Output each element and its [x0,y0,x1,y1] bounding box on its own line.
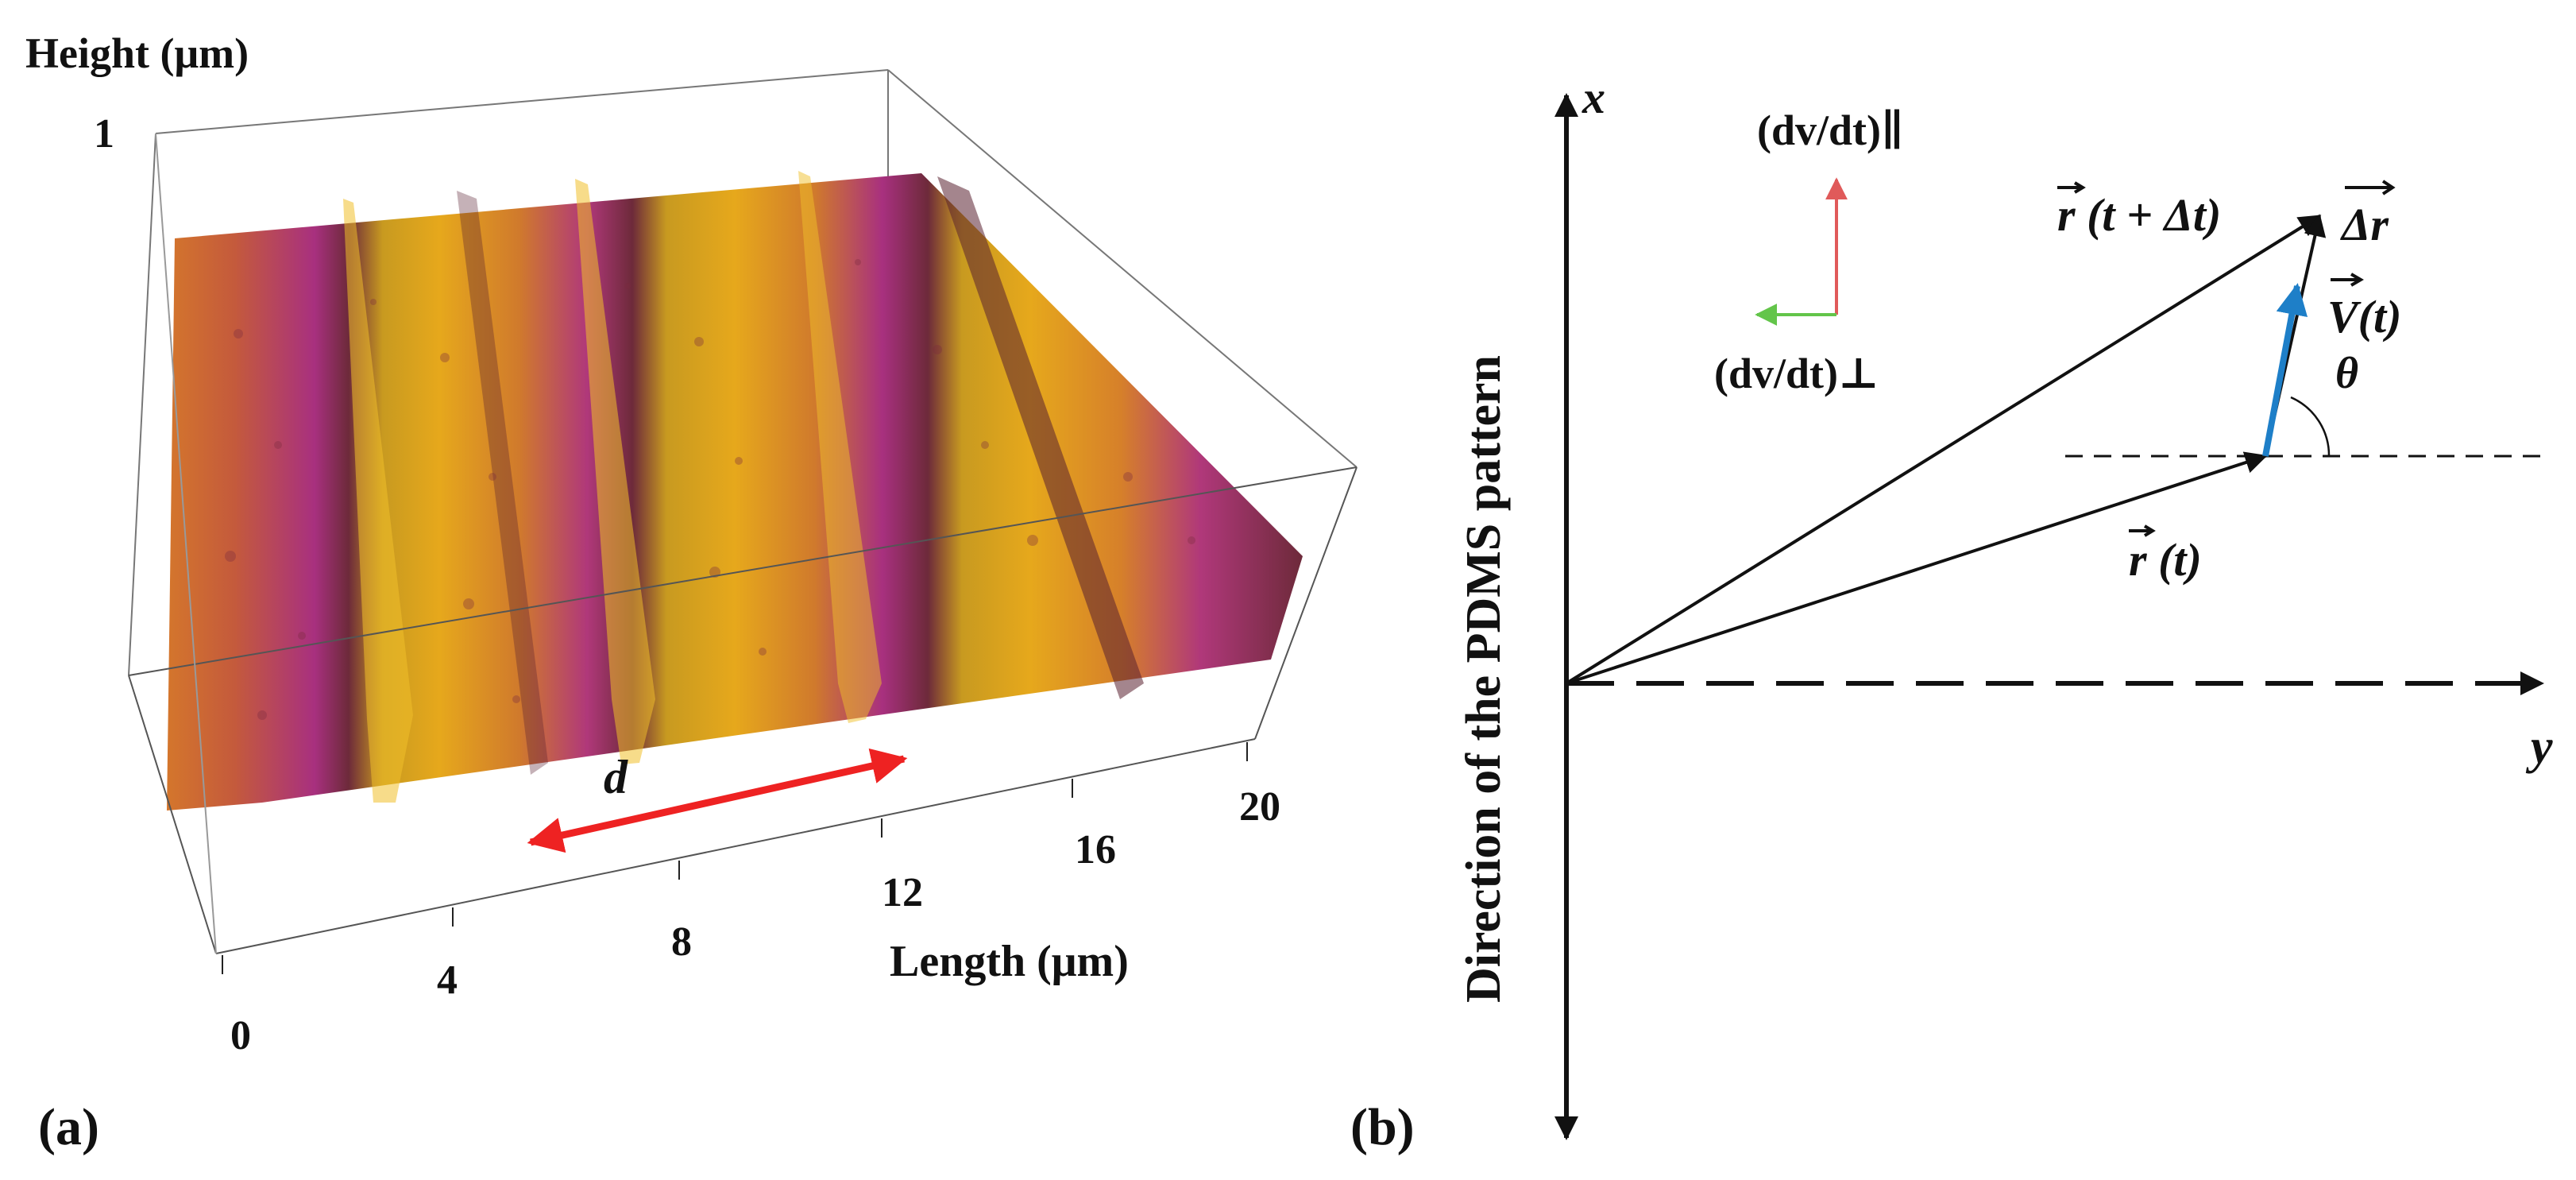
period-arrow [527,748,908,853]
r-t-label: r (t) [2129,534,2202,586]
y-axis-label: y [2525,720,2553,774]
velocity-label: V(t) [2327,291,2401,342]
delta-r-label: Δr [2340,199,2389,250]
accel-perp-label: (dv/dt)⊥ [1714,350,1879,397]
vector-arrow-icon [2331,273,2364,287]
x-tick-label: 8 [671,919,692,965]
position-vector-r-t-dt [1565,215,2322,685]
panel-b-label: (b) [1350,1098,1415,1156]
velocity-vector [2262,283,2308,457]
z-axis-title: Height (μm) [25,29,249,77]
panel-b: x y Direction of the PDMS pattern (dv/dt… [1350,72,2553,1156]
x-axis-label: x [1582,72,1605,123]
position-vector-r-t [1566,451,2268,685]
panel-a: Height (μm) 1 d 0 4 8 12 16 20 Length (μ… [25,29,1358,1156]
r-t-dt-label: r (t + Δt) [2057,189,2221,241]
afm-surface [167,171,1303,811]
angle-label: θ [2335,349,2358,398]
accel-parallel-label: (dv/dt)∥ [1757,106,1904,154]
x-tick-label: 0 [230,1013,251,1058]
x-tick-label: 12 [882,870,923,915]
x-tick-label: 16 [1075,827,1116,872]
period-label: d [604,751,628,803]
angle-arc [2290,396,2331,457]
panel-a-label: (a) [38,1098,99,1156]
x-axis-title: Length (μm) [890,937,1129,986]
z-axis-tick-1: 1 [94,111,114,157]
vector-arrow-icon [2345,180,2396,195]
x-tick-label: 4 [437,958,458,1003]
pattern-direction-label: Direction of the PDMS pattern [1457,355,1511,1003]
vector-arrow-icon [2057,181,2086,194]
x-tick-label: 20 [1239,784,1280,830]
vector-arrow-icon [2129,524,2156,537]
